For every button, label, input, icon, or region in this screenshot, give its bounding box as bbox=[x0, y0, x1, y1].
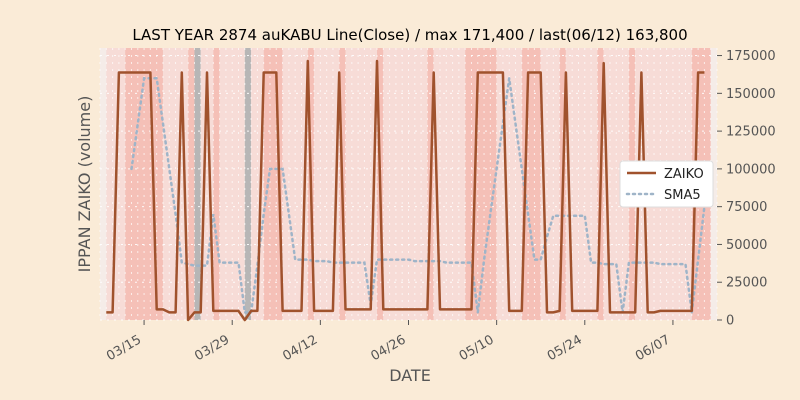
band-light bbox=[200, 48, 214, 320]
band-strong bbox=[188, 48, 195, 320]
x-tick-label: 03/15 bbox=[104, 332, 144, 364]
band-gray bbox=[244, 48, 252, 320]
series-line-zaiko bbox=[106, 59, 705, 322]
band-strong bbox=[465, 48, 497, 320]
x-tick-label: 05/24 bbox=[545, 332, 585, 364]
x-tick-label: 04/12 bbox=[280, 332, 320, 364]
band-gray bbox=[194, 48, 201, 320]
band-strong bbox=[213, 48, 220, 320]
series-layer bbox=[106, 59, 706, 322]
y-axis-label: IPPAN ZAIKO (volume) bbox=[75, 96, 94, 273]
y-tick-label: 0 bbox=[726, 314, 734, 329]
legend: ZAIKO SMA5 bbox=[619, 160, 714, 208]
y-tick-label: 125000 bbox=[726, 125, 776, 140]
y-tick-label: 175000 bbox=[726, 49, 776, 64]
y-tick-label: 100000 bbox=[726, 162, 776, 177]
x-axis: 03/15 03/29 04/12 04/26 05/10 05/24 06/07 bbox=[104, 320, 674, 364]
x-tick-label: 04/26 bbox=[369, 332, 409, 364]
x-tick-label: 06/07 bbox=[633, 332, 673, 364]
band-light bbox=[383, 48, 428, 320]
y-tick-label: 50000 bbox=[726, 238, 767, 253]
legend-label-zaiko: ZAIKO bbox=[664, 167, 704, 182]
x-tick-label: 05/10 bbox=[457, 332, 497, 364]
x-axis-label: DATE bbox=[389, 366, 431, 385]
y-tick-label: 75000 bbox=[726, 200, 767, 215]
x-tick-label: 03/29 bbox=[192, 332, 232, 364]
legend-label-sma5: SMA5 bbox=[664, 188, 701, 203]
chart-title: LAST YEAR 2874 auKABU Line(Close) / max … bbox=[132, 26, 687, 44]
y-tick-label: 25000 bbox=[726, 276, 767, 291]
band-light bbox=[251, 48, 264, 320]
y-tick-label: 150000 bbox=[726, 87, 776, 102]
y-axis: 0 25000 50000 75000 100000 125000 150000 175000 bbox=[717, 49, 776, 329]
